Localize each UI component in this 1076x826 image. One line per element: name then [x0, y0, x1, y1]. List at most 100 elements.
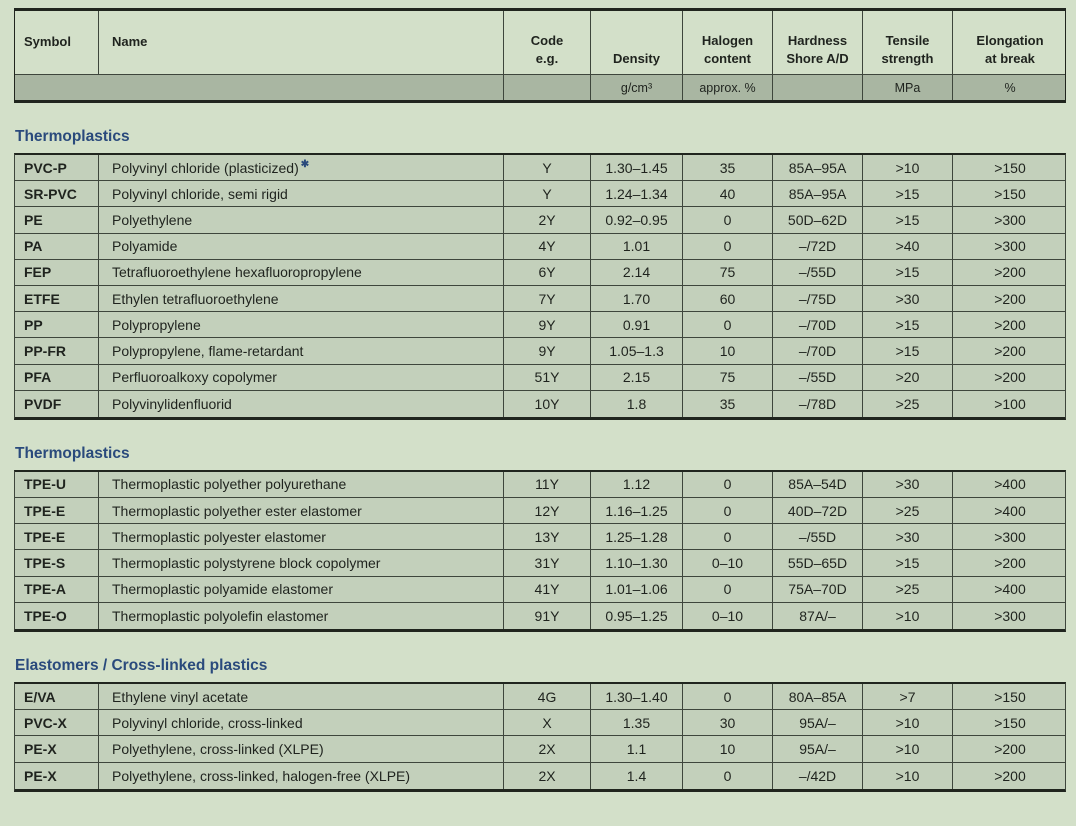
cell-code: 31Y — [504, 550, 591, 576]
cell-name: Polyethylene, cross-linked (XLPE) — [99, 736, 504, 762]
cell-code: X — [504, 710, 591, 736]
section-0: Thermoplastics PVC-P Polyvinyl chloride (p… — [14, 128, 1076, 420]
cell-code: 10Y — [504, 390, 591, 417]
cell-elongation: >200 — [994, 767, 1026, 784]
cell-code: 4Y — [504, 233, 591, 259]
table-row: PE-X Polyethylene, cross-linked (XLPE) 2X 1… — [15, 736, 1065, 763]
cell-hardness: 50D–62D — [773, 207, 863, 233]
material-name: Polyvinyl chloride, cross-linked — [112, 714, 303, 731]
cell-halogen: 0 — [683, 762, 773, 789]
table-row: PVC-X Polyvinyl chloride, cross-linked X 1.… — [15, 710, 1065, 737]
cell-symbol: E/VA — [15, 684, 99, 710]
cell-elongation: >150 — [994, 688, 1026, 705]
cell-density: 1.24–1.34 — [591, 181, 683, 207]
cell-density: 1.12 — [591, 471, 683, 498]
cell-halogen: 0 — [683, 471, 773, 498]
cell-density: 1.35 — [591, 710, 683, 736]
cell-name: Thermoplastic polystyrene block copolyme… — [99, 550, 504, 576]
cell-symbol: TPE-A — [15, 576, 99, 602]
table-row: PP Polypropylene 9Y 0.91 0 –/70D >15 >200 — [15, 312, 1065, 339]
cell-density: 1.30–1.40 — [591, 684, 683, 710]
cell-symbol: PFA — [15, 364, 99, 390]
cell-elongation: >300 — [994, 238, 1026, 255]
material-name: Thermoplastic polyamide elastomer — [112, 581, 333, 598]
cell-density: 2.15 — [591, 364, 683, 390]
cell-hardness: 85A–95A — [773, 155, 863, 181]
cell-code: 91Y — [504, 602, 591, 629]
unit-elongation: % — [1004, 80, 1016, 95]
cell-name: Polyvinylidenfluorid — [99, 390, 504, 417]
cell-density: 0.95–1.25 — [591, 602, 683, 629]
cell-hardness: 95A/– — [773, 710, 863, 736]
cell-halogen: 60 — [683, 285, 773, 312]
cell-elongation: >150 — [994, 159, 1026, 176]
units-empty-cell — [15, 75, 504, 100]
material-name: Polyvinylidenfluorid — [112, 395, 232, 412]
cell-symbol: TPE-E — [15, 524, 99, 550]
material-name: Thermoplastic polyether polyurethane — [112, 476, 347, 493]
cell-halogen: 0 — [683, 312, 773, 338]
cell-symbol: PP — [15, 312, 99, 338]
cell-density: 1.10–1.30 — [591, 550, 683, 576]
table-row: PE Polyethylene 2Y 0.92–0.95 0 50D–62D >15 >300 — [15, 207, 1065, 234]
section-table: TPE-U Thermoplastic polyether polyurethan… — [14, 469, 1066, 632]
cell-density: 2.14 — [591, 259, 683, 285]
table-row: PVDF Polyvinylidenfluorid 10Y 1.8 35 –/78D >25… — [15, 390, 1065, 417]
cell-hardness: –/75D — [773, 285, 863, 312]
cell-code: 9Y — [504, 312, 591, 338]
cell-halogen: 0 — [683, 524, 773, 550]
cell-elongation: >150 — [994, 185, 1026, 202]
cell-symbol: TPE-S — [15, 550, 99, 576]
cell-tensile: >30 — [863, 471, 953, 498]
cell-hardness: 87A/– — [773, 602, 863, 629]
cell-halogen: 0 — [683, 684, 773, 710]
cell-symbol: ETFE — [15, 285, 99, 312]
cell-halogen: 35 — [683, 155, 773, 181]
cell-name: Polyvinyl chloride, semi rigid — [99, 181, 504, 207]
cell-tensile: >10 — [863, 710, 953, 736]
unit-tensile: MPa — [863, 75, 953, 100]
cell-name: Thermoplastic polyether ester elastomer — [99, 498, 504, 524]
cell-symbol: PE — [15, 207, 99, 233]
cell-hardness: –/78D — [773, 390, 863, 417]
header-row: Symbol Name Code e.g. Density Halogen conten… — [15, 11, 1065, 75]
cell-symbol: PP-FR — [15, 338, 99, 364]
cell-symbol: TPE-U — [15, 471, 99, 498]
table-row: TPE-E Thermoplastic polyether ester elast… — [15, 498, 1065, 525]
cell-name: Polyamide — [99, 233, 504, 259]
cell-halogen: 40 — [683, 181, 773, 207]
table-row: PP-FR Polypropylene, flame-retardant 9Y 1.0… — [15, 338, 1065, 365]
material-name: Ethylene vinyl acetate — [112, 688, 249, 705]
cell-code: 41Y — [504, 576, 591, 602]
cell-elongation: >200 — [994, 264, 1026, 281]
column-header-name: Name — [99, 11, 504, 74]
cell-elongation: >200 — [994, 555, 1026, 572]
cell-tensile: >10 — [863, 736, 953, 762]
cell-tensile: >30 — [863, 285, 953, 312]
cell-code: 51Y — [504, 364, 591, 390]
cell-halogen: 0 — [683, 498, 773, 524]
cell-density: 1.4 — [591, 762, 683, 789]
table-row: TPE-A Thermoplastic polyamide elastomer 41… — [15, 576, 1065, 603]
table-row: TPE-S Thermoplastic polystyrene block cop… — [15, 550, 1065, 577]
table-row: PVC-P Polyvinyl chloride (plasticized) ✱ Y 1… — [15, 155, 1065, 182]
cell-symbol: PVC-P — [15, 155, 99, 181]
cell-code: 7Y — [504, 285, 591, 312]
cell-name: Tetrafluoroethylene hexafluoropropylene — [99, 259, 504, 285]
cell-hardness: –/72D — [773, 233, 863, 259]
cell-symbol: PVC-X — [15, 710, 99, 736]
cell-density: 1.25–1.28 — [591, 524, 683, 550]
cell-symbol: FEP — [15, 259, 99, 285]
cell-elongation: >200 — [994, 290, 1026, 307]
cell-elongation: >200 — [994, 369, 1026, 386]
cell-name: Perfluoroalkoxy copolymer — [99, 364, 504, 390]
cell-density: 1.70 — [591, 285, 683, 312]
table-row: TPE-E Thermoplastic polyester elastomer 13… — [15, 524, 1065, 551]
cell-elongation: >200 — [994, 316, 1026, 333]
cell-density: 1.1 — [591, 736, 683, 762]
cell-halogen: 75 — [683, 364, 773, 390]
section-2: Elastomers / Cross-linked plastics E/VA Et… — [14, 657, 1076, 792]
table-row: FEP Tetrafluoroethylene hexafluoropropyle… — [15, 259, 1065, 286]
material-name: Polyvinyl chloride, semi rigid — [112, 185, 288, 202]
